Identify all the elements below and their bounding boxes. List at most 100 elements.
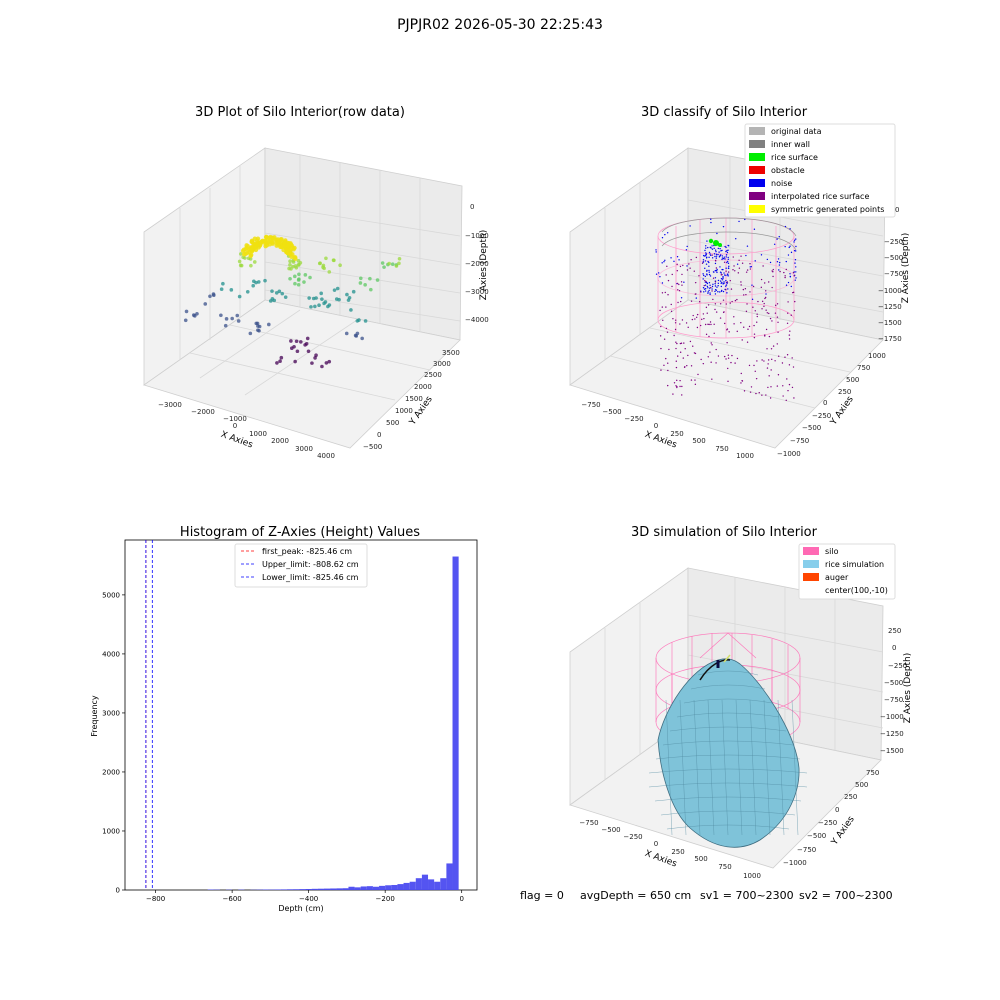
raw-point — [249, 263, 253, 268]
interpolated-point — [734, 299, 737, 302]
interpolated-point — [693, 352, 696, 354]
interpolated-point — [673, 334, 675, 337]
interpolated-point — [715, 311, 718, 313]
noise-point — [661, 236, 664, 239]
panel-raw-data: 3D Plot of Silo Interior(row data) −3000… — [143, 105, 489, 460]
raw-point — [382, 265, 386, 269]
interpolated-point — [703, 317, 705, 320]
noise-point — [727, 288, 729, 290]
noise-point — [678, 259, 680, 261]
hist-bar — [403, 882, 410, 890]
interpolated-point — [714, 259, 717, 262]
interpolated-point — [679, 379, 681, 382]
noise-point — [726, 251, 729, 254]
noise-point — [778, 264, 781, 266]
noise-point — [722, 276, 724, 278]
noise-point — [715, 253, 718, 256]
interpolated-point — [696, 313, 699, 316]
raw-point — [293, 264, 298, 268]
interpolated-point — [661, 292, 664, 294]
hist-bar — [281, 889, 288, 890]
interpolated-point — [791, 386, 794, 389]
noise-point — [716, 268, 718, 271]
raw-point — [237, 294, 242, 299]
interpolated-point — [677, 301, 679, 304]
interpolated-point — [713, 323, 715, 325]
interpolated-point — [690, 300, 693, 302]
interpolated-point — [690, 379, 693, 381]
raw-point — [272, 298, 277, 303]
classify-x-tick: 0 — [654, 422, 658, 430]
interpolated-point — [731, 300, 733, 303]
interpolated-point — [695, 316, 698, 318]
classify-z-tick: 0 — [895, 206, 899, 214]
noise-point — [788, 246, 790, 249]
noise-point — [708, 271, 710, 273]
interpolated-point — [704, 279, 706, 282]
interpolated-point — [782, 395, 784, 397]
interpolated-point — [793, 397, 795, 399]
noise-point — [785, 284, 788, 286]
noise-point — [709, 275, 712, 277]
noise-point — [676, 256, 679, 258]
raw-point — [191, 313, 196, 317]
interpolated-point — [745, 271, 748, 273]
interpolated-point — [723, 355, 726, 358]
raw-point — [293, 281, 297, 286]
footer-avg-depth: avgDepth = 650 cm — [580, 889, 692, 902]
sim-y-tick: −250 — [818, 819, 837, 827]
rice-mesh-line — [660, 810, 796, 816]
raw-z-tick: −1000 — [465, 232, 489, 240]
interpolated-point — [734, 362, 736, 364]
interpolated-point — [765, 309, 767, 311]
noise-point — [794, 259, 797, 261]
interpolated-point — [746, 341, 749, 343]
raw-point-dense — [254, 238, 260, 243]
interpolated-point — [772, 271, 774, 273]
interpolated-point — [680, 300, 682, 303]
interpolated-point — [665, 274, 667, 276]
raw-point — [278, 359, 282, 363]
noise-point — [706, 240, 708, 242]
classify-legend-swatch — [749, 205, 765, 213]
noise-point — [714, 249, 717, 251]
hist-bar — [330, 888, 337, 890]
noise-point — [728, 265, 730, 268]
rice-mesh-line — [669, 726, 787, 732]
noise-point — [784, 225, 787, 228]
raw-scatter-points — [183, 234, 402, 369]
interpolated-point — [681, 273, 683, 276]
interpolated-point — [711, 290, 713, 292]
interpolated-point — [768, 375, 770, 377]
raw-z-tick: −3000 — [465, 288, 489, 296]
noise-point — [724, 258, 726, 260]
classify-x-tick: −500 — [602, 408, 621, 416]
interpolated-point — [696, 326, 699, 329]
noise-point — [795, 250, 797, 252]
noise-point — [794, 279, 796, 281]
interpolated-point — [679, 323, 681, 325]
noise-point — [717, 291, 719, 293]
sim-y-tick: 0 — [835, 806, 839, 814]
hist-bar — [391, 884, 398, 890]
interpolated-point — [692, 345, 694, 347]
hist-bar — [348, 886, 355, 890]
hist-bar — [440, 878, 447, 890]
interpolated-point — [771, 320, 773, 322]
noise-point — [708, 256, 710, 259]
noise-point — [723, 281, 725, 283]
noise-point — [726, 292, 728, 294]
noise-point — [714, 289, 717, 291]
noise-point — [794, 262, 796, 264]
interpolated-point — [746, 303, 748, 305]
sim-y-tick: −500 — [807, 832, 826, 840]
interpolated-point — [729, 279, 731, 282]
raw-x-tick: −2000 — [191, 408, 215, 416]
interpolated-point — [727, 271, 730, 273]
noise-point — [709, 292, 711, 294]
raw-point — [239, 252, 243, 256]
noise-point — [722, 225, 725, 228]
noise-point — [722, 277, 724, 279]
sim-x-tick: 250 — [671, 848, 684, 856]
noise-point — [655, 273, 658, 275]
